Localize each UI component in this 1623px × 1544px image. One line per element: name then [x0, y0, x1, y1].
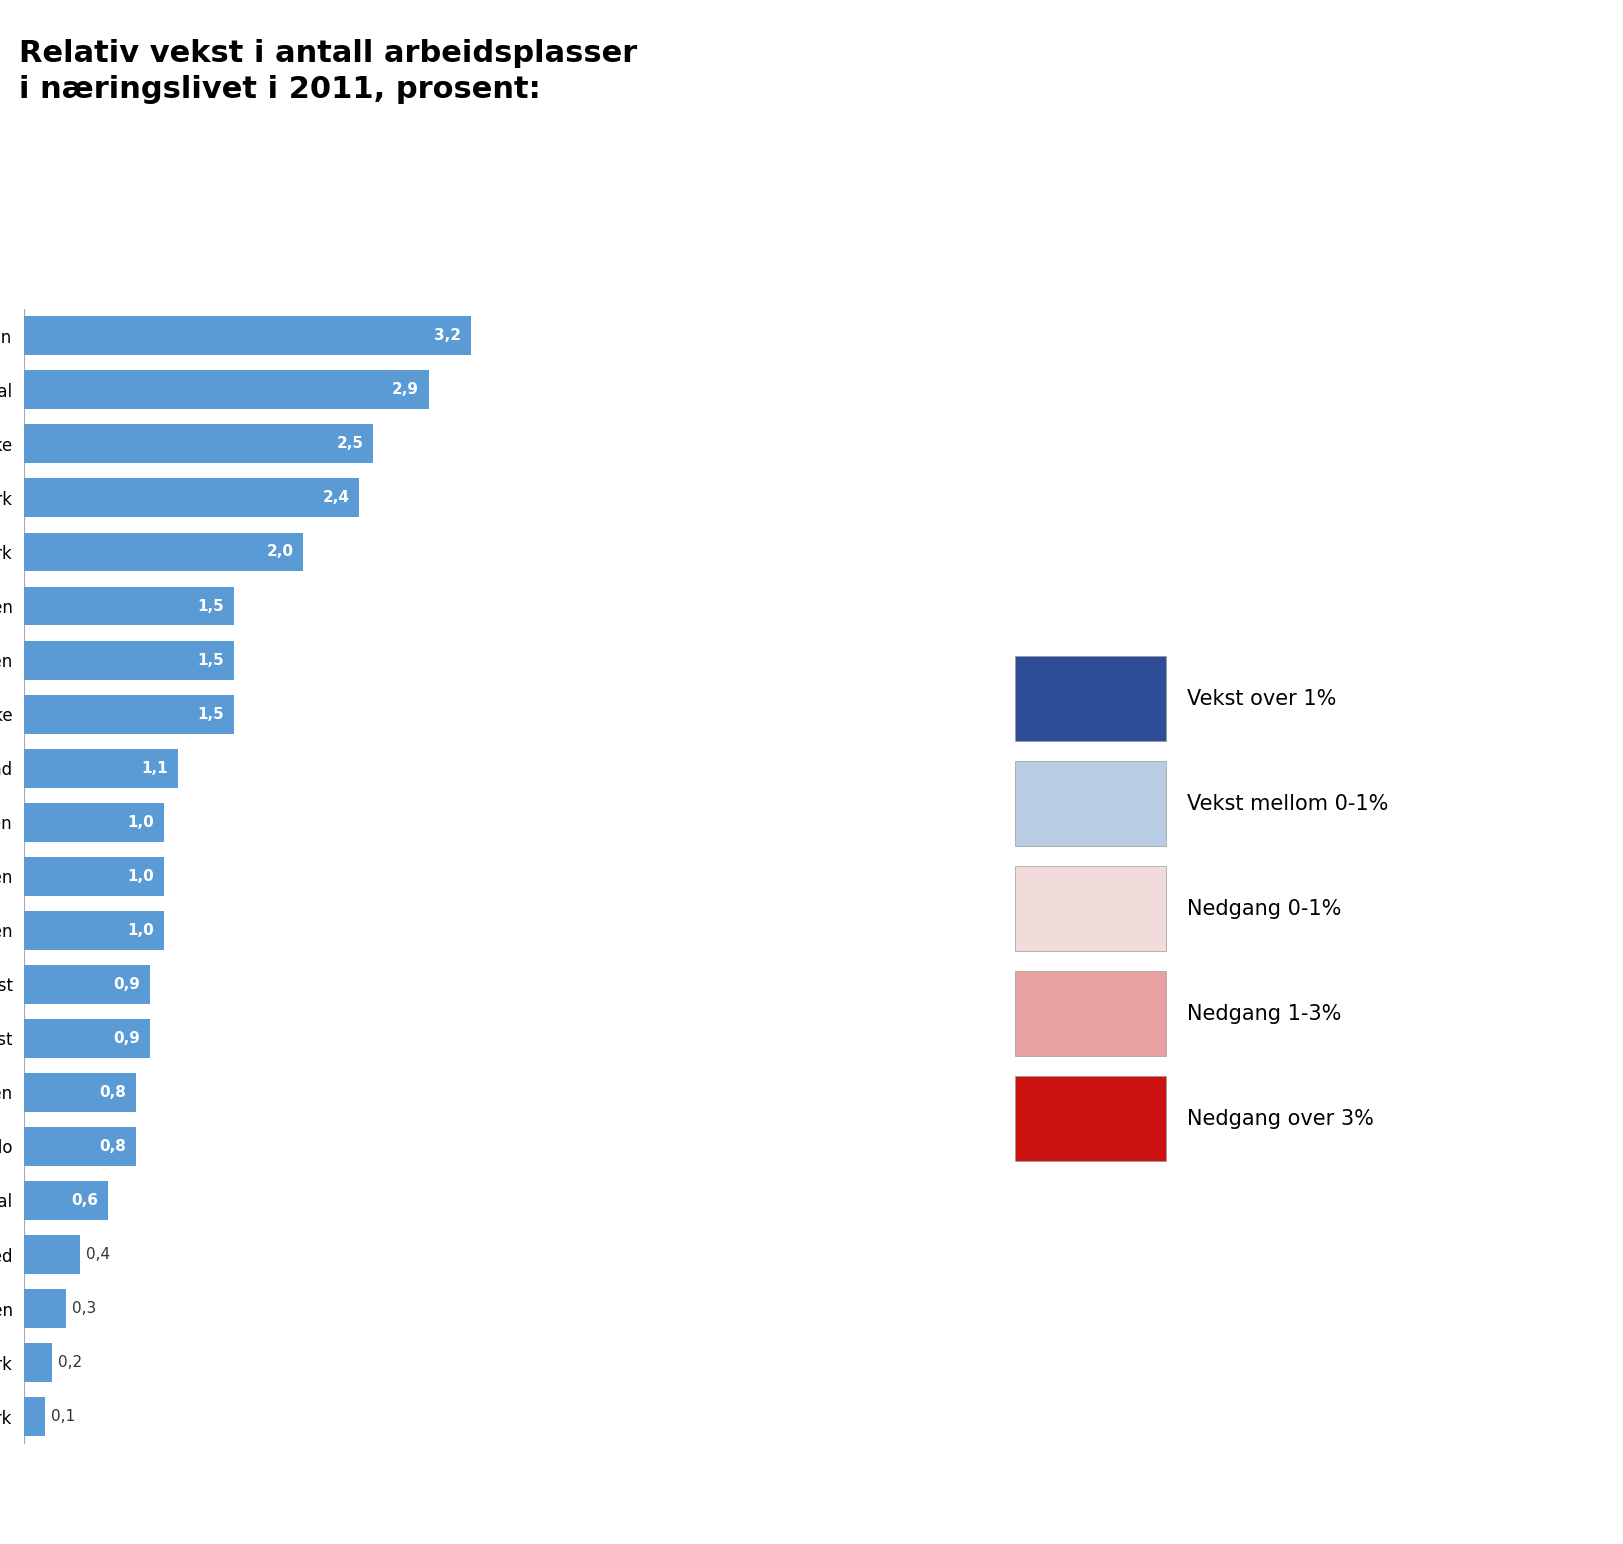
Text: 1,0: 1,0: [127, 923, 154, 937]
Text: 0,9: 0,9: [114, 1031, 140, 1045]
Text: 1,5: 1,5: [196, 653, 224, 667]
Bar: [24, 695, 234, 733]
Bar: [24, 857, 164, 896]
Text: 0,1: 0,1: [50, 1410, 75, 1424]
Bar: [24, 533, 304, 571]
Text: 0,9: 0,9: [114, 977, 140, 991]
Bar: [24, 1019, 149, 1058]
Bar: [24, 1397, 45, 1436]
Bar: [24, 425, 373, 463]
Bar: [24, 1073, 136, 1112]
Text: Nedgang 1-3%: Nedgang 1-3%: [1186, 1004, 1341, 1024]
Bar: [24, 641, 234, 679]
Bar: [24, 1289, 67, 1328]
Bar: [24, 587, 234, 625]
Bar: [24, 1127, 136, 1166]
Text: 1,5: 1,5: [196, 599, 224, 613]
Bar: [24, 749, 179, 787]
Text: 2,4: 2,4: [323, 491, 349, 505]
Text: 1,1: 1,1: [141, 761, 167, 775]
Text: Nedgang 0-1%: Nedgang 0-1%: [1186, 899, 1341, 919]
Bar: [24, 965, 149, 1004]
Bar: [24, 1181, 109, 1220]
Bar: [24, 1343, 52, 1382]
Text: 1,0: 1,0: [127, 869, 154, 883]
Text: 0,8: 0,8: [99, 1139, 127, 1153]
Bar: [24, 371, 428, 409]
Bar: [24, 1235, 80, 1274]
Bar: [24, 317, 471, 355]
Text: Vekst mellom 0-1%: Vekst mellom 0-1%: [1186, 794, 1388, 814]
Text: 2,9: 2,9: [393, 383, 419, 397]
Text: 0,2: 0,2: [58, 1356, 81, 1370]
Text: Vekst over 1%: Vekst over 1%: [1186, 689, 1336, 709]
Text: 2,0: 2,0: [266, 545, 294, 559]
Text: 2,5: 2,5: [336, 437, 364, 451]
Text: Nedgang over 3%: Nedgang over 3%: [1186, 1109, 1373, 1129]
Text: 0,3: 0,3: [71, 1302, 96, 1315]
Text: 1,0: 1,0: [127, 815, 154, 829]
Text: Relativ vekst i antall arbeidsplasser
i næringslivet i 2011, prosent:: Relativ vekst i antall arbeidsplasser i …: [19, 39, 638, 103]
Text: 0,8: 0,8: [99, 1085, 127, 1099]
Bar: [24, 803, 164, 841]
Bar: [24, 479, 359, 517]
Text: 1,5: 1,5: [196, 707, 224, 721]
Text: 3,2: 3,2: [433, 329, 461, 343]
Text: 0,4: 0,4: [86, 1248, 110, 1261]
Bar: [24, 911, 164, 950]
Text: 0,6: 0,6: [71, 1194, 99, 1207]
